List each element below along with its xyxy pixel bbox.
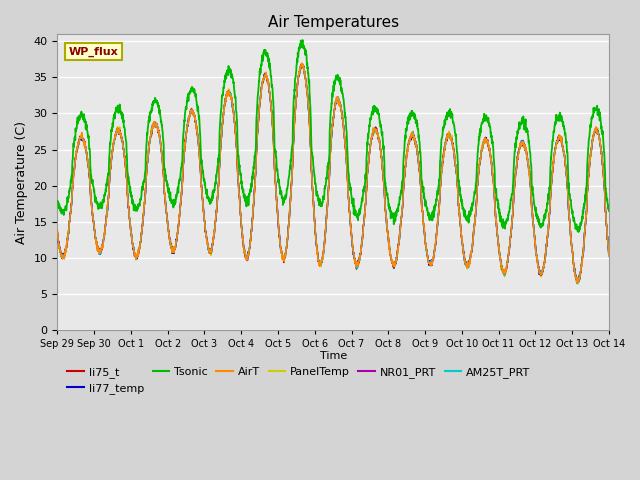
Text: WP_flux: WP_flux: [68, 47, 118, 57]
Y-axis label: Air Temperature (C): Air Temperature (C): [15, 120, 28, 243]
X-axis label: Time: Time: [319, 350, 347, 360]
Title: Air Temperatures: Air Temperatures: [268, 15, 399, 30]
Legend: li75_t, li77_temp, Tsonic, AirT, PanelTemp, NR01_PRT, AM25T_PRT: li75_t, li77_temp, Tsonic, AirT, PanelTe…: [63, 362, 534, 399]
